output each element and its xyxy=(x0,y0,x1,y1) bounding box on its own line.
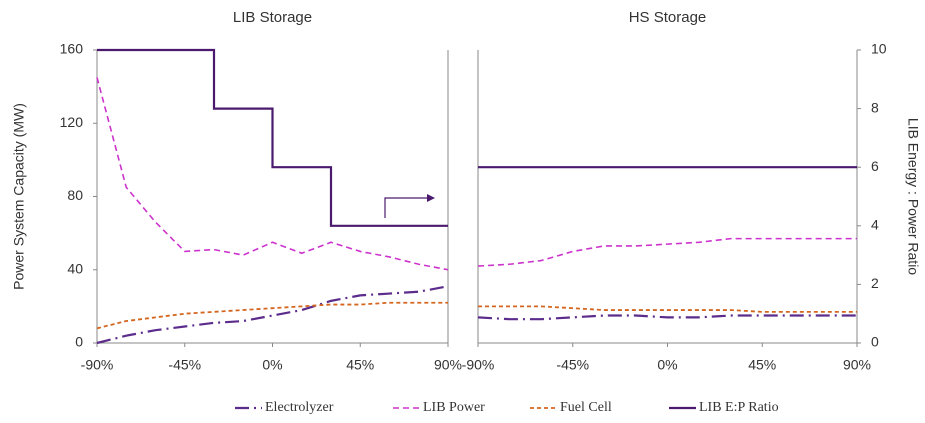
y2-tick-label: 4 xyxy=(871,217,879,233)
panel-title: HS Storage xyxy=(629,9,707,26)
legend: Electrolyzer LIB Power Fuel Cell LIB E:P Ra… xyxy=(235,400,779,415)
series-line xyxy=(97,48,448,227)
x-tick-label: -45% xyxy=(168,357,201,373)
y2-tick-label: 8 xyxy=(871,99,879,115)
x-tick-label: -45% xyxy=(556,357,589,373)
legend-label: Fuel Cell xyxy=(560,400,612,415)
y2-axis-label: LIB Energy : Power Ratio xyxy=(905,118,921,275)
x-tick-label: 0% xyxy=(262,357,282,373)
legend-label: LIB Power xyxy=(423,400,485,415)
legend-label: LIB E:P Ratio xyxy=(699,400,779,415)
x-tick-label: 0% xyxy=(657,357,677,373)
arrow-annotation xyxy=(384,194,435,218)
x-tick-label: 45% xyxy=(748,357,776,373)
y2-tick-label: 6 xyxy=(871,158,879,174)
x-tick-label: 90% xyxy=(434,357,462,373)
y-tick-label: 80 xyxy=(67,187,83,203)
y-tick-label: 40 xyxy=(67,260,83,276)
panel-title: LIB Storage xyxy=(233,9,312,26)
x-tick-label: 45% xyxy=(346,357,374,373)
series-line xyxy=(96,301,448,330)
y2-tick-label: 10 xyxy=(871,41,887,57)
series-line xyxy=(478,305,857,313)
x-tick-label: 90% xyxy=(843,357,871,373)
series-line xyxy=(477,314,857,321)
y-tick-label: 120 xyxy=(60,114,84,130)
y-tick-label: 160 xyxy=(60,41,84,57)
y2-tick-label: 2 xyxy=(871,275,879,291)
y-tick-label: 0 xyxy=(75,334,83,350)
x-tick-label: -90% xyxy=(81,357,114,373)
series-line xyxy=(477,237,857,267)
y-axis-label: Power System Capacity (MW) xyxy=(11,103,27,290)
y2-tick-label: 0 xyxy=(871,334,879,350)
legend-label: Electrolyzer xyxy=(265,400,334,415)
series-line xyxy=(96,285,449,345)
x-tick-label: -90% xyxy=(462,357,495,373)
series-line xyxy=(96,77,449,271)
